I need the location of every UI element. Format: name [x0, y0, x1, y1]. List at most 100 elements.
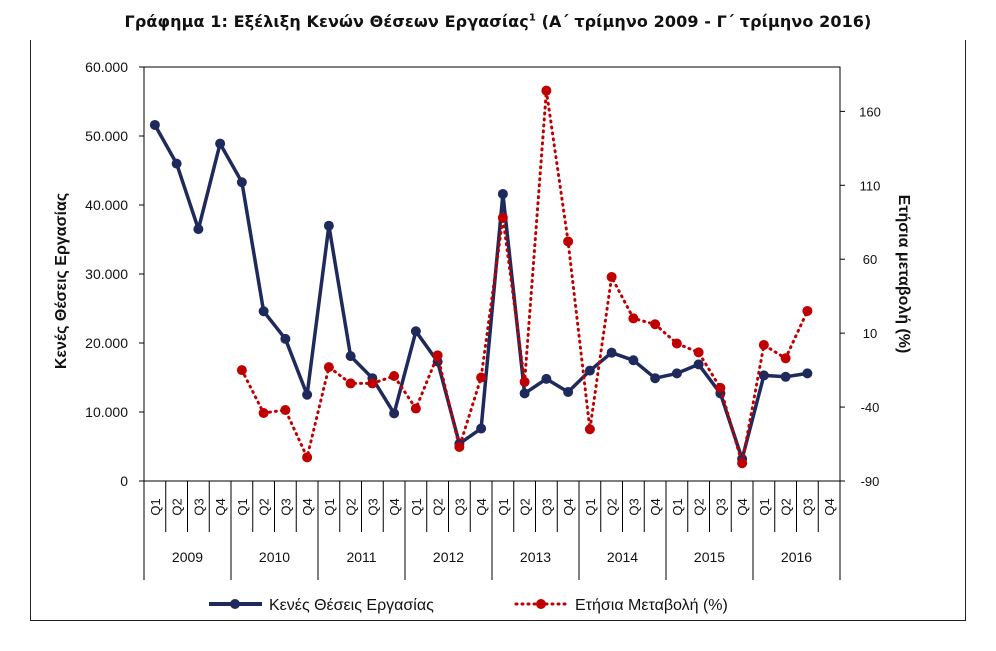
quarter-label: Q1	[670, 498, 685, 515]
quarter-label: Q1	[148, 498, 163, 515]
left-axis-tick-label: 10.000	[85, 404, 128, 420]
vacancies-series-point	[693, 359, 704, 370]
vacancies-series-point	[258, 306, 269, 317]
quarter-label: Q2	[170, 498, 185, 515]
annual-change-series-point	[780, 353, 791, 364]
vacancies-series-point	[476, 423, 487, 434]
quarter-label: Q2	[431, 498, 446, 515]
right-axis-tick-label: 160	[859, 104, 881, 119]
vacancies-series-point	[215, 138, 226, 149]
chart-title-suffix: (Α΄ τρίμηνο 2009 - Γ΄ τρίμηνο 2016)	[541, 12, 872, 31]
annual-change-series-point	[497, 212, 508, 223]
plot-area-border	[143, 66, 841, 482]
vacancies-series-point	[563, 386, 574, 397]
quarter-label: Q3	[800, 498, 815, 515]
vacancies-series-point	[345, 351, 356, 362]
frame-left-border	[30, 40, 31, 620]
quarter-label: Q2	[779, 498, 794, 515]
frame-right-border	[965, 40, 966, 620]
legend-change-label: Ετήσια Μεταβολή (%)	[575, 597, 728, 614]
quarter-label: Q2	[518, 498, 533, 515]
quarter-label: Q3	[626, 498, 641, 515]
annual-change-series-point	[758, 339, 769, 350]
quarter-label: Q2	[257, 498, 272, 515]
annual-change-series-point	[476, 372, 487, 383]
quarter-label: Q3	[365, 498, 380, 515]
legend-vacancies-marker	[230, 599, 240, 609]
quarter-label: Q4	[648, 498, 663, 515]
vacancies-series-point	[193, 224, 204, 235]
annual-change-series-point	[389, 371, 400, 382]
quarter-label: Q3	[191, 498, 206, 515]
year-label: 2009	[172, 549, 203, 565]
quarter-label: Q1	[757, 498, 772, 515]
left-axis-tick-label: 60.000	[85, 59, 128, 75]
annual-change-series-point	[323, 362, 334, 373]
chart-title-text: Γράφημα 1: Εξέλιξη Κενών Θέσεων Εργασίας	[124, 12, 529, 31]
annual-change-series-point	[606, 271, 617, 282]
left-axis-tick-label: 40.000	[85, 197, 128, 213]
annual-change-series-point	[802, 305, 813, 316]
quarter-label: Q4	[735, 498, 750, 515]
frame-bottom-border	[30, 620, 966, 621]
vacancies-series-point	[802, 368, 813, 379]
quarter-label: Q4	[300, 498, 315, 515]
quarter-label: Q1	[583, 498, 598, 515]
annual-change-series-point	[519, 376, 530, 387]
right-axis-tick-label: -90	[861, 474, 880, 489]
right-axis-tick-label: -40	[861, 400, 880, 415]
vacancies-series-point	[389, 408, 400, 419]
vacancies-series-point	[149, 119, 160, 130]
right-axis-title: Ετήσια μεταβολή (%)	[895, 195, 912, 354]
annual-change-series-point	[432, 350, 443, 361]
left-axis-tick-label: 50.000	[85, 128, 128, 144]
quarter-label: Q1	[496, 498, 511, 515]
right-axis-tick-label: 10	[863, 326, 877, 341]
annual-change-series-point	[367, 378, 378, 389]
vacancies-series-point	[171, 158, 182, 169]
quarter-label: Q2	[692, 498, 707, 515]
quarter-label: Q1	[235, 498, 250, 515]
annual-change-series-point	[280, 405, 291, 416]
annual-change-series-point	[693, 347, 704, 358]
quarter-label: Q4	[474, 498, 489, 515]
vacancies-series-point	[497, 188, 508, 199]
annual-change-series-point	[650, 319, 661, 330]
year-label: 2016	[781, 549, 812, 565]
quarter-label: Q3	[539, 498, 554, 515]
year-label: 2010	[259, 549, 290, 565]
quarter-label: Q4	[213, 498, 228, 515]
vacancies-series-point	[236, 177, 247, 188]
annual-change-series-point	[302, 452, 313, 463]
annual-change-series-point	[563, 236, 574, 247]
vacancies-series-point	[584, 365, 595, 376]
annual-change-series-point	[628, 313, 639, 324]
year-label: 2015	[694, 549, 725, 565]
quarter-label: Q4	[387, 498, 402, 515]
vacancies-series-point	[628, 355, 639, 366]
quarter-label: Q1	[409, 498, 424, 515]
year-label: 2011	[346, 549, 376, 565]
left-axis-title: Κενές Θέσεις Εργασίας	[53, 193, 70, 369]
vacancies-series-point	[410, 326, 421, 337]
annual-change-series-point	[584, 424, 595, 435]
annual-change-series-point	[737, 458, 748, 469]
quarter-label: Q2	[605, 498, 620, 515]
left-axis-tick-label: 30.000	[85, 266, 128, 282]
year-label: 2012	[433, 549, 464, 565]
annual-change-series-point	[345, 378, 356, 389]
vacancies-series-point	[519, 388, 530, 399]
year-label: 2013	[520, 549, 551, 565]
vacancies-series-point	[758, 370, 769, 381]
chart-title-superscript: 1	[528, 12, 536, 24]
vacancies-series-point	[650, 373, 661, 384]
vacancies-series-point	[780, 371, 791, 382]
vacancies-series-point	[671, 368, 682, 379]
right-axis-tick-label: 110	[860, 178, 881, 193]
legend-change-marker	[536, 599, 546, 609]
right-axis-tick-label: 60	[863, 252, 877, 267]
vacancies-series-point	[302, 389, 313, 400]
left-axis-tick-label: 0	[120, 473, 128, 489]
quarter-label: Q4	[561, 498, 576, 515]
